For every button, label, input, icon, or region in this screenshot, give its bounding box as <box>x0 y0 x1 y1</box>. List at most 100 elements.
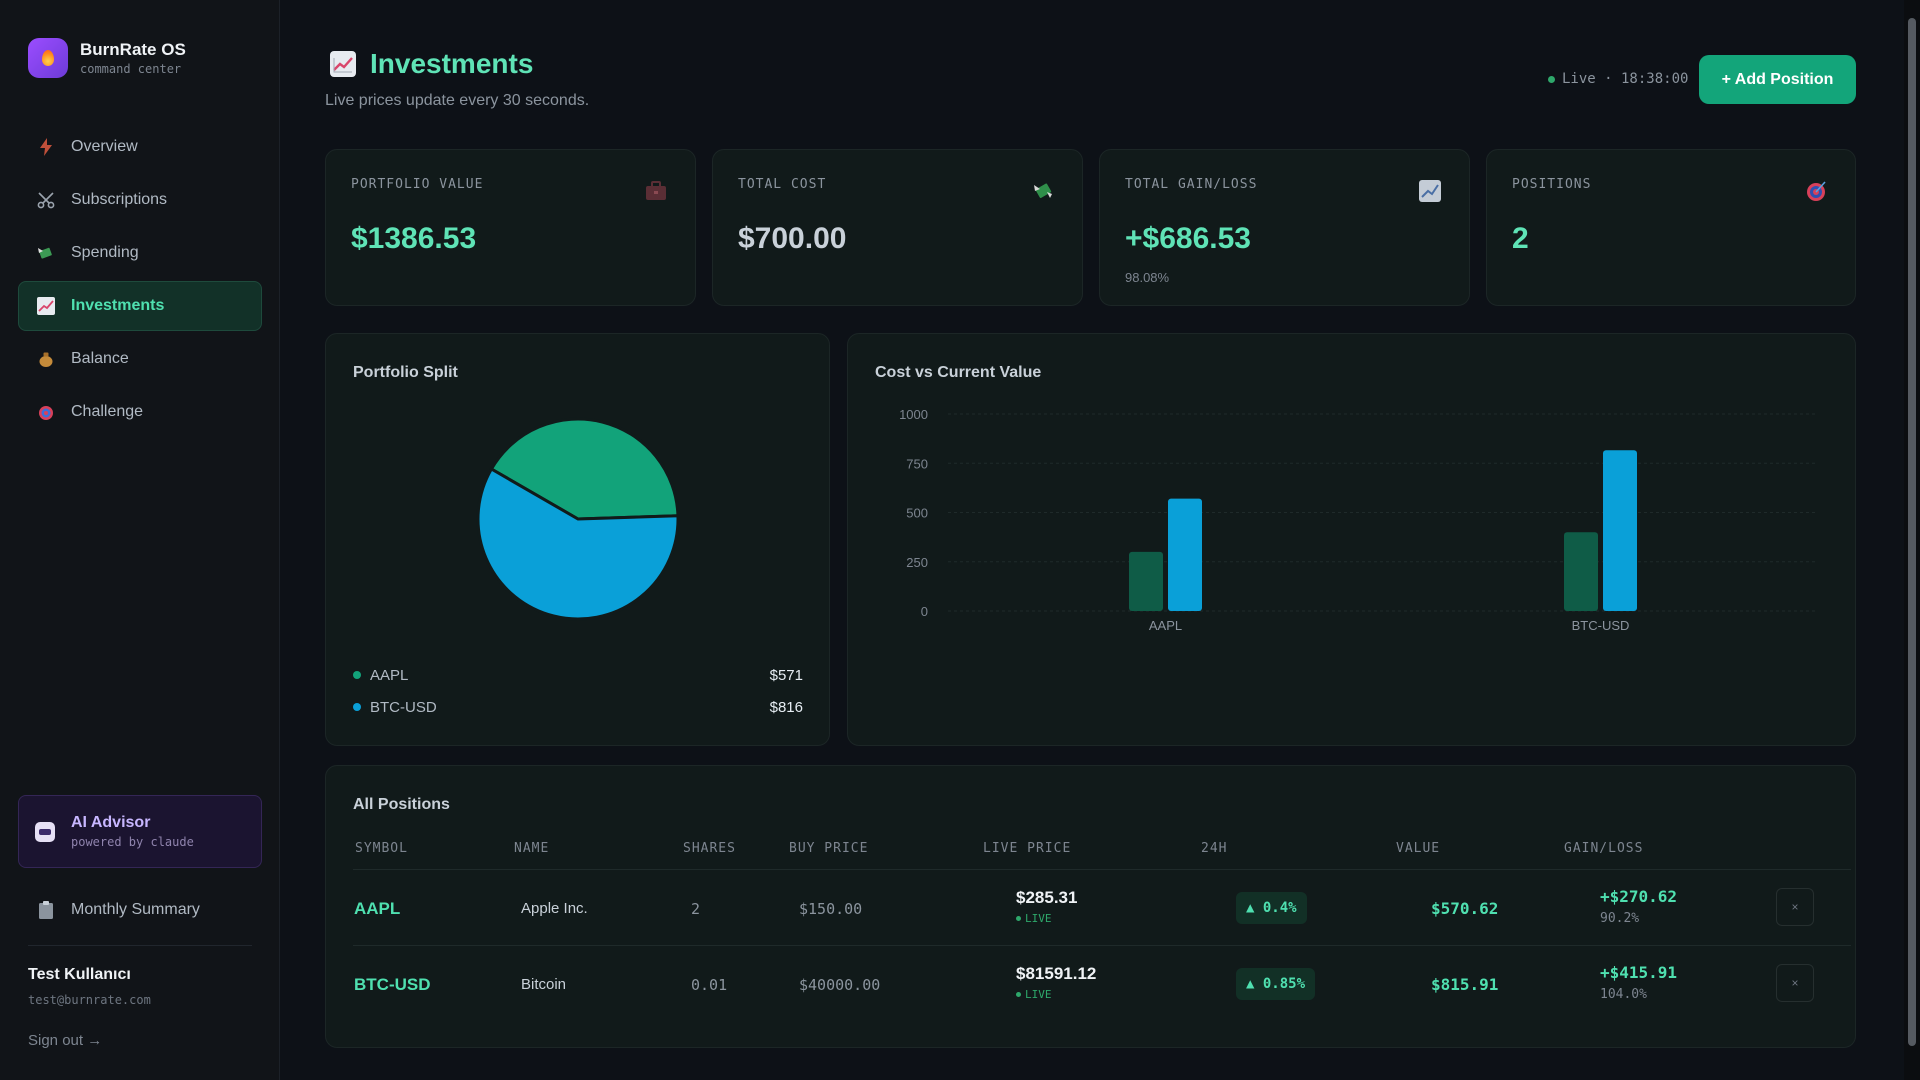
pie-slice-aapl[interactable] <box>489 417 680 521</box>
live-price: $285.31 <box>1016 888 1078 907</box>
scissors-icon <box>37 191 55 209</box>
bolt-icon <box>37 138 55 156</box>
ai-advisor-subtitle: powered by claude <box>71 835 194 849</box>
shares-cell: 0.01 <box>691 976 728 994</box>
y-tick-label: 250 <box>906 555 928 570</box>
add-position-button[interactable]: + Add Position <box>1699 55 1856 104</box>
bar-btc-usd-0[interactable] <box>1564 532 1598 611</box>
x-tick-label: AAPL <box>1149 618 1182 633</box>
sign-out-link[interactable]: Sign out → <box>28 1032 103 1049</box>
legend-dot <box>353 703 361 711</box>
brand-title: BurnRate OS <box>80 40 186 59</box>
sidebar-item-label: Balance <box>71 350 129 367</box>
delete-position-button[interactable]: × <box>1776 964 1814 1002</box>
pie-slice-btc-usd[interactable] <box>476 466 680 621</box>
sidebar-item-overview[interactable]: Overview <box>18 122 262 172</box>
symbol-cell[interactable]: AAPL <box>354 899 401 918</box>
portfolio-split-panel: Portfolio Split AAPL $571 BTC-USD $816 <box>325 333 830 746</box>
gain-percent: 104.0% <box>1600 987 1647 1002</box>
scrollbar[interactable] <box>1904 0 1920 1080</box>
shares-cell: 2 <box>691 900 701 918</box>
live-status-text: Live · 18:38:00 <box>1562 71 1689 87</box>
sidebar-item-subscriptions[interactable]: Subscriptions <box>18 175 262 225</box>
legend-label: AAPL <box>370 666 409 684</box>
buy-price-cell: $40000.00 <box>799 976 881 994</box>
buy-price-cell: $150.00 <box>799 900 863 918</box>
positions-table-panel: All Positions SYMBOL NAME SHARES BUY PRI… <box>325 765 1856 1048</box>
value-cell: $815.91 <box>1431 975 1499 994</box>
column-header-gain-loss: GAIN/LOSS <box>1564 841 1644 856</box>
change-badge: ▲ 0.4% <box>1236 892 1307 924</box>
name-cell: Apple Inc. <box>521 900 588 917</box>
legend-item-aapl: AAPL $571 <box>353 665 803 685</box>
gain-loss-cell: +$270.62 90.2% <box>1600 887 1677 926</box>
panel-title: Cost vs Current Value <box>875 364 1042 381</box>
money-wings-icon <box>37 244 55 262</box>
user-email: test@burnrate.com <box>28 993 151 1007</box>
target-icon <box>1805 180 1827 202</box>
cost-vs-value-panel: Cost vs Current Value 0 250 500 750 1000 AAPL… <box>847 333 1856 746</box>
money-wings-icon <box>1032 180 1054 202</box>
bar-aapl-0[interactable] <box>1129 551 1163 611</box>
live-dot-icon <box>1548 75 1555 83</box>
chart-up-icon <box>330 51 356 77</box>
live-price: $81591.12 <box>1016 964 1097 983</box>
bar-btc-usd-1[interactable] <box>1603 450 1637 611</box>
sidebar-divider <box>28 945 252 946</box>
live-status: Live · 18:38:00 <box>1548 71 1688 87</box>
page-subtitle: Live prices update every 30 seconds. <box>325 92 590 109</box>
sidebar-item-spending[interactable]: Spending <box>18 228 262 278</box>
panel-title: All Positions <box>353 796 450 813</box>
sidebar-item-balance[interactable]: Balance <box>18 334 262 384</box>
stat-value: +$686.53 <box>1125 222 1251 255</box>
flame-logo-icon <box>28 38 68 78</box>
stat-card-positions: POSITIONS 2 <box>1486 149 1856 306</box>
legend-dot <box>353 671 361 679</box>
live-tag: LIVE <box>1016 988 1096 1001</box>
symbol-cell[interactable]: BTC-USD <box>354 975 431 994</box>
sidebar-item-monthly-summary[interactable]: Monthly Summary <box>18 885 262 935</box>
column-header-value: VALUE <box>1396 841 1441 856</box>
sidebar-item-label: Subscriptions <box>71 191 168 208</box>
sidebar-item-label: Spending <box>71 244 139 261</box>
stat-label: PORTFOLIO VALUE <box>351 177 484 192</box>
name-cell: Bitcoin <box>521 976 567 993</box>
sidebar-item-investments[interactable]: Investments <box>18 281 262 331</box>
user-name: Test Kullanıcı <box>28 966 131 983</box>
delete-position-button[interactable]: × <box>1776 888 1814 926</box>
stat-value: 2 <box>1512 222 1529 255</box>
ai-advisor-button[interactable]: AI Advisor powered by claude <box>18 795 262 868</box>
gain-value: +$415.91 <box>1600 963 1678 982</box>
legend-label: BTC-USD <box>370 698 437 716</box>
table-row: BTC-USD Bitcoin 0.01 $40000.00 $81591.12… <box>353 945 1851 1021</box>
ai-advisor-title: AI Advisor <box>71 814 151 831</box>
y-tick-label: 0 <box>921 604 928 619</box>
panel-title: Portfolio Split <box>353 364 458 381</box>
gain-loss-cell: +$415.91 104.0% <box>1600 963 1677 1002</box>
stat-label: TOTAL GAIN/LOSS <box>1125 177 1258 192</box>
legend-item-btc-usd: BTC-USD $816 <box>353 697 803 717</box>
scrollbar-thumb[interactable] <box>1908 18 1916 1046</box>
brand[interactable]: BurnRate OS command center <box>28 38 186 78</box>
gain-value: +$270.62 <box>1600 887 1678 906</box>
sidebar-item-label: Investments <box>71 297 165 314</box>
live-price-cell: $285.31 LIVE <box>1016 888 1077 925</box>
bar-aapl-1[interactable] <box>1168 498 1202 611</box>
legend-value: $816 <box>769 698 803 716</box>
column-header-name: NAME <box>514 841 550 856</box>
chart-up-icon <box>1419 180 1441 202</box>
page-header: Investments <box>330 48 533 80</box>
column-header-live-price: LIVE PRICE <box>983 841 1072 856</box>
page-title: Investments <box>370 48 534 79</box>
stat-value: $700.00 <box>738 222 847 255</box>
sidebar-nav: Overview Subscriptions Spending Investme… <box>18 122 262 440</box>
live-tag-label: LIVE <box>1025 912 1052 925</box>
portfolio-pie-chart <box>476 417 680 621</box>
sidebar: BurnRate OS command center Overview Subs… <box>0 0 280 1080</box>
live-price-cell: $81591.12 LIVE <box>1016 964 1096 1001</box>
sidebar-item-challenge[interactable]: Challenge <box>18 387 262 437</box>
value-cell: $570.62 <box>1431 899 1499 918</box>
live-tag: LIVE <box>1016 912 1077 925</box>
sidebar-item-label: Challenge <box>71 403 144 420</box>
target-icon <box>37 403 55 421</box>
